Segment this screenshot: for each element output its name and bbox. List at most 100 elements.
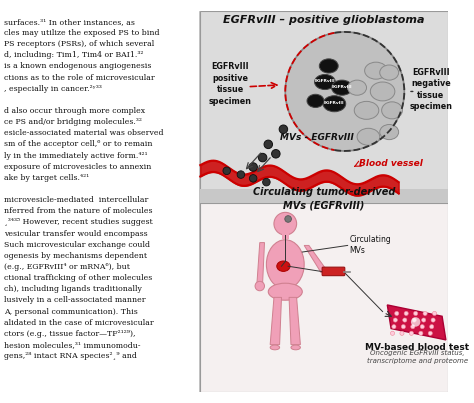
Ellipse shape: [277, 261, 290, 271]
Ellipse shape: [354, 102, 379, 119]
Ellipse shape: [370, 82, 395, 101]
Text: ctors (e.g., tissue factor—TF²¹²⁹),: ctors (e.g., tissue factor—TF²¹²⁹),: [4, 330, 135, 338]
Circle shape: [255, 281, 264, 291]
Text: EGFRvIII
positive
tissue
specimen: EGFRvIII positive tissue specimen: [209, 62, 252, 106]
Bar: [201, 203, 448, 392]
Circle shape: [264, 140, 273, 149]
Polygon shape: [201, 189, 448, 203]
Polygon shape: [270, 297, 282, 345]
Ellipse shape: [347, 80, 366, 95]
Text: ¸³⁴³⁵ However, recent studies suggest: ¸³⁴³⁵ However, recent studies suggest: [4, 218, 153, 226]
Text: ce PS and/or bridging molecules.³²: ce PS and/or bridging molecules.³²: [4, 118, 142, 126]
Ellipse shape: [315, 75, 335, 89]
Circle shape: [421, 318, 426, 322]
Text: ch), including ligands traditionally: ch), including ligands traditionally: [4, 285, 142, 293]
Polygon shape: [387, 305, 446, 340]
Text: EGFRvIII: EGFRvIII: [332, 85, 352, 89]
Circle shape: [403, 318, 407, 322]
Ellipse shape: [332, 80, 352, 95]
Circle shape: [412, 318, 416, 322]
Polygon shape: [304, 245, 326, 273]
Circle shape: [395, 312, 399, 316]
Circle shape: [263, 179, 270, 186]
Text: surfaces.³¹ In other instances, as: surfaces.³¹ In other instances, as: [4, 18, 135, 26]
Circle shape: [258, 153, 267, 162]
Ellipse shape: [380, 125, 399, 139]
Circle shape: [414, 312, 418, 316]
Text: lusively in a cell-associated manner: lusively in a cell-associated manner: [4, 297, 146, 304]
Ellipse shape: [380, 65, 399, 80]
Text: (e.g., EGFRvIII⁴ or mRNA⁶), but: (e.g., EGFRvIII⁴ or mRNA⁶), but: [4, 263, 130, 271]
Text: microvesicle-mediated  intercellular: microvesicle-mediated intercellular: [4, 196, 148, 204]
Text: sm of the acceptor cell,⁶ or to remain: sm of the acceptor cell,⁶ or to remain: [4, 140, 152, 148]
Bar: [0, 11, 201, 392]
Ellipse shape: [365, 62, 387, 79]
Text: d, including: Tim1, Tim4 or BAI1.³²: d, including: Tim1, Tim4 or BAI1.³²: [4, 51, 143, 59]
Text: ly in the immediately active form.⁴²¹: ly in the immediately active form.⁴²¹: [4, 152, 147, 160]
Ellipse shape: [266, 240, 304, 289]
Circle shape: [391, 331, 394, 335]
Text: EGFRvIII – positive glioblastoma: EGFRvIII – positive glioblastoma: [223, 15, 425, 25]
Circle shape: [429, 324, 434, 329]
Text: is a known endogenous angiogenesis: is a known endogenous angiogenesis: [4, 62, 151, 71]
Circle shape: [237, 171, 245, 179]
Text: ctions as to the role of microvesicular: ctions as to the role of microvesicular: [4, 73, 155, 81]
Circle shape: [411, 317, 420, 327]
Text: d also occur through more complex: d also occur through more complex: [4, 107, 145, 115]
Ellipse shape: [319, 59, 338, 73]
Circle shape: [274, 212, 297, 235]
Circle shape: [432, 312, 437, 316]
Text: Circulating tumor-derived
MVs (EGFRvIII): Circulating tumor-derived MVs (EGFRvIII): [253, 187, 395, 210]
Text: nferred from the nature of molecules: nferred from the nature of molecules: [4, 207, 152, 215]
Circle shape: [392, 324, 396, 329]
Circle shape: [285, 216, 292, 222]
Circle shape: [401, 324, 405, 329]
Text: A, personal communication). This: A, personal communication). This: [4, 307, 137, 316]
Text: Such microvesicular exchange could: Such microvesicular exchange could: [4, 241, 150, 249]
Circle shape: [393, 318, 397, 322]
Circle shape: [249, 163, 257, 171]
Text: EGFRvIII: EGFRvIII: [324, 101, 345, 105]
Text: ctional trafficking of other molecules: ctional trafficking of other molecules: [4, 274, 152, 282]
Ellipse shape: [323, 96, 346, 112]
Text: MVs - EGFRvIII: MVs - EGFRvIII: [280, 133, 354, 142]
Ellipse shape: [291, 345, 301, 350]
FancyBboxPatch shape: [322, 267, 345, 276]
Text: ake by target cells.⁴²¹: ake by target cells.⁴²¹: [4, 174, 89, 182]
Text: Circulating
MVs: Circulating MVs: [349, 235, 391, 256]
Text: Blood vessel: Blood vessel: [359, 159, 423, 168]
Text: cles may utilize the exposed PS to bind: cles may utilize the exposed PS to bind: [4, 29, 159, 37]
Circle shape: [249, 174, 257, 182]
Circle shape: [410, 331, 413, 335]
Circle shape: [428, 331, 432, 335]
Ellipse shape: [270, 345, 280, 350]
Ellipse shape: [382, 102, 402, 119]
Text: Oncogenic EGFRvIII status,
transcriptome and proteome: Oncogenic EGFRvIII status, transcriptome…: [367, 350, 468, 364]
Circle shape: [279, 125, 288, 133]
Text: ogenesis by mechanisms dependent: ogenesis by mechanisms dependent: [4, 252, 147, 260]
Ellipse shape: [307, 94, 324, 108]
Text: vesicular transfer would encompass: vesicular transfer would encompass: [4, 230, 147, 237]
Polygon shape: [257, 243, 264, 283]
Text: hesion molecules,³¹ immunomodu-: hesion molecules,³¹ immunomodu-: [4, 341, 140, 349]
Text: alidated in the case of microvesicular: alidated in the case of microvesicular: [4, 319, 154, 327]
Text: , especially in cancer.²ʸ³³: , especially in cancer.²ʸ³³: [4, 85, 101, 93]
Text: EGFRvIII
negative
tissue
specimen: EGFRvIII negative tissue specimen: [409, 68, 452, 111]
Text: MV-based blood test: MV-based blood test: [365, 343, 470, 352]
Bar: [201, 11, 448, 203]
Ellipse shape: [268, 283, 302, 300]
Text: exposure of microvesicles to annexin: exposure of microvesicles to annexin: [4, 163, 151, 171]
Bar: [282, 231, 289, 239]
Circle shape: [400, 331, 404, 335]
Text: gens,²⁸ intact RNA species²¸⁹ and: gens,²⁸ intact RNA species²¸⁹ and: [4, 352, 137, 360]
Circle shape: [431, 318, 435, 322]
Ellipse shape: [357, 128, 380, 145]
Polygon shape: [289, 297, 301, 345]
Circle shape: [223, 167, 230, 174]
Text: esicle-associated material was observed: esicle-associated material was observed: [4, 129, 163, 137]
Circle shape: [420, 324, 424, 329]
Circle shape: [285, 32, 404, 151]
Circle shape: [411, 324, 415, 329]
Circle shape: [419, 331, 423, 335]
Text: EGFRvIII: EGFRvIII: [315, 79, 335, 83]
